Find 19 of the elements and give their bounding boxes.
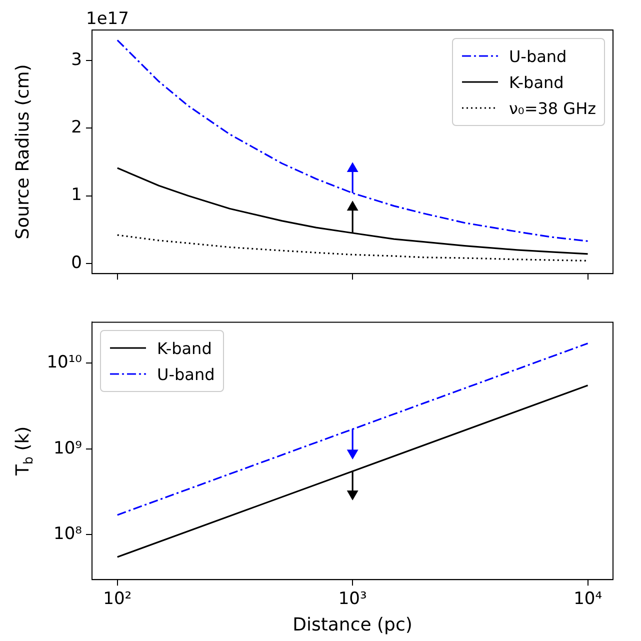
text: 1e17 [86,8,129,29]
legend-label: U-band [508,46,567,66]
y-tick-label: 10⁸ [54,524,82,544]
y-tick-label: 10¹⁰ [46,352,82,373]
legend-label: K-band [508,72,564,92]
legend-label: U-band [157,364,215,384]
legend-label: ν₀=38 GHz [508,98,596,118]
x-tick-label: 10³ [338,589,367,610]
y-axis-title: Tb (k) [12,426,36,476]
y-tick-label: 1 [71,185,82,206]
x-tick-label: 10⁴ [574,589,602,610]
y-tick-label: 10⁹ [54,438,82,458]
x-axis-title: Distance (pc) [292,614,412,636]
y-tick-label: 3 [71,50,82,70]
legend-label: K-band [157,338,212,358]
y-tick-label: 2 [71,118,82,138]
y-tick-label: 0 [71,252,82,273]
x-tick-label: 10² [103,589,132,610]
y-axis-title: Source Radius (cm) [12,64,34,240]
